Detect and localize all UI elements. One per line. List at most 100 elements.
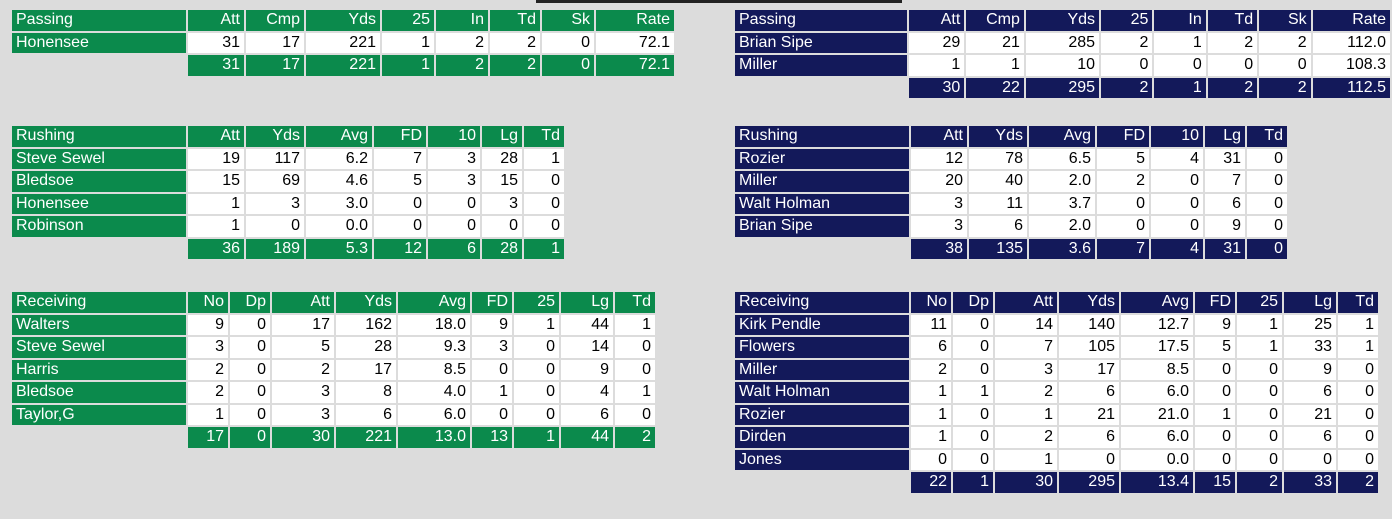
section-title: Passing — [12, 10, 186, 31]
stat-cell: 0 — [1237, 404, 1282, 425]
table-row[interactable]: Miller 1 1 10 0 0 0 0 108.3 — [735, 55, 1390, 76]
table-row[interactable]: Miller 2 0 3 17 8.5 0 0 9 0 — [735, 359, 1378, 380]
stat-cell: 17 — [246, 32, 304, 53]
column-header: Rate — [596, 10, 674, 31]
column-header: Lg — [1284, 292, 1336, 313]
table-row[interactable]: Miller 20 40 2.0 2 0 7 0 — [735, 171, 1287, 192]
column-header: Dp — [230, 292, 270, 313]
player-name: Robinson — [12, 216, 186, 237]
table-row[interactable]: Harris 2 0 2 17 8.5 0 0 9 0 — [12, 359, 655, 380]
table-row[interactable]: Honensee 31 17 221 1 2 2 0 72.1 — [12, 32, 674, 53]
stat-cell: 10 — [1025, 55, 1100, 76]
total-cell: 112.5 — [1312, 77, 1390, 98]
column-header: Yds — [969, 126, 1027, 147]
stat-cell: 5 — [374, 171, 426, 192]
table-row[interactable]: Brian Sipe 29 21 285 2 1 2 2 112.0 — [735, 32, 1390, 53]
table-row[interactable]: Walters 9 0 17 162 18.0 9 1 44 1 — [12, 314, 655, 335]
stat-cell: 0 — [615, 359, 655, 380]
totals-spacer — [735, 239, 909, 260]
table-row[interactable]: Flowers 6 0 7 105 17.5 5 1 33 1 — [735, 337, 1378, 358]
player-name: Miller — [735, 55, 907, 76]
stat-cell: 0 — [953, 427, 993, 448]
total-cell: 1 — [514, 427, 559, 448]
stat-cell: 0 — [514, 359, 559, 380]
stat-cell: 0 — [1247, 171, 1287, 192]
table-row[interactable]: Steve Sewel 19 117 6.2 7 3 28 1 — [12, 148, 564, 169]
table-row[interactable]: Walt Holman 1 1 2 6 6.0 0 0 6 0 — [735, 382, 1378, 403]
table-row[interactable]: Honensee 1 3 3.0 0 0 3 0 — [12, 193, 564, 214]
total-cell: 13 — [472, 427, 512, 448]
stat-cell: 31 — [188, 32, 244, 53]
stat-cell: 0 — [953, 359, 993, 380]
stat-cell: 6 — [1284, 427, 1336, 448]
stat-cell: 0.0 — [306, 216, 372, 237]
column-header: Att — [188, 10, 244, 31]
stat-cell: 1 — [995, 449, 1057, 470]
column-header: Avg — [398, 292, 470, 313]
away-receiving-header-row: Receiving No Dp Att Yds Avg FD 25 Lg Td — [735, 292, 1378, 313]
section-title: Receiving — [12, 292, 186, 313]
table-row[interactable]: Jones 0 0 1 0 0.0 0 0 0 0 — [735, 449, 1378, 470]
total-cell: 15 — [1195, 472, 1235, 493]
stat-cell: 21.0 — [1121, 404, 1193, 425]
stat-cell: 0 — [1195, 449, 1235, 470]
table-row[interactable]: Rozier 12 78 6.5 5 4 31 0 — [735, 148, 1287, 169]
table-row[interactable]: Steve Sewel 3 0 5 28 9.3 3 0 14 0 — [12, 337, 655, 358]
player-name: Steve Sewel — [12, 337, 186, 358]
stat-cell: 7 — [374, 148, 426, 169]
stat-cell: 6.0 — [1121, 427, 1193, 448]
table-row[interactable]: Bledsoe 2 0 3 8 4.0 1 0 4 1 — [12, 382, 655, 403]
home-receiving-header-row: Receiving No Dp Att Yds Avg FD 25 Lg Td — [12, 292, 655, 313]
total-cell: 30 — [995, 472, 1057, 493]
total-cell: 295 — [1059, 472, 1119, 493]
player-name: Miller — [735, 171, 909, 192]
totals-row: 30 22 295 2 1 2 2 112.5 — [735, 77, 1390, 99]
column-header: Td — [1207, 10, 1258, 31]
table-row[interactable]: Dirden 1 0 2 6 6.0 0 0 6 0 — [735, 427, 1378, 448]
column-header: FD — [472, 292, 512, 313]
stat-cell: 14 — [561, 337, 613, 358]
stat-cell: 1 — [514, 314, 559, 335]
total-cell: 31 — [188, 55, 244, 76]
stat-cell: 6.2 — [306, 148, 372, 169]
total-cell: 2 — [1207, 77, 1258, 98]
player-name: Walt Holman — [735, 382, 909, 403]
stat-cell: 0 — [1151, 171, 1203, 192]
player-name: Dirden — [735, 427, 909, 448]
stat-cell: 2 — [436, 32, 488, 53]
table-row[interactable]: Brian Sipe 3 6 2.0 0 0 9 0 — [735, 216, 1287, 237]
table-row[interactable]: Walt Holman 3 11 3.7 0 0 6 0 — [735, 193, 1287, 214]
stat-cell: 1 — [188, 193, 244, 214]
table-row[interactable]: Bledsoe 15 69 4.6 5 3 15 0 — [12, 171, 564, 192]
stat-cell: 2 — [188, 382, 228, 403]
total-cell: 33 — [1284, 472, 1336, 493]
stat-cell: 3.7 — [1029, 193, 1095, 214]
column-header: Td — [524, 126, 564, 147]
home-passing-header-row: Passing Att Cmp Yds 25 In Td Sk Rate — [12, 10, 674, 31]
stat-cell: 5 — [272, 337, 334, 358]
stat-cell: 112.0 — [1312, 32, 1390, 53]
table-row[interactable]: Taylor,G 1 0 3 6 6.0 0 0 6 0 — [12, 404, 655, 425]
column-header: Att — [908, 10, 965, 31]
player-name: Honensee — [12, 32, 186, 53]
stat-cell: 21 — [966, 32, 1024, 53]
stat-cell: 2 — [995, 382, 1057, 403]
stat-cell: 285 — [1025, 32, 1100, 53]
player-name: Miller — [735, 359, 909, 380]
home-rushing-header-row: Rushing Att Yds Avg FD 10 Lg Td — [12, 126, 564, 147]
section-title: Receiving — [735, 292, 909, 313]
stat-cell: 6 — [969, 216, 1027, 237]
total-cell: 38 — [911, 238, 967, 259]
table-row[interactable]: Robinson 1 0 0.0 0 0 0 0 — [12, 216, 564, 237]
stat-cell: 3 — [995, 359, 1057, 380]
stat-cell: 6 — [1284, 382, 1336, 403]
table-row[interactable]: Kirk Pendle 11 0 14 140 12.7 9 1 25 1 — [735, 314, 1378, 335]
stat-cell: 4.0 — [398, 382, 470, 403]
stat-cell: 1 — [953, 382, 993, 403]
column-header: No — [911, 292, 951, 313]
stat-cell: 1 — [188, 216, 244, 237]
table-row[interactable]: Rozier 1 0 1 21 21.0 1 0 21 0 — [735, 404, 1378, 425]
totals-spacer — [735, 78, 907, 99]
home-passing-table: Passing Att Cmp Yds 25 In Td Sk Rate Honensee 31 17… — [10, 8, 676, 78]
totals-row: 36 189 5.3 12 6 28 1 — [12, 238, 564, 259]
